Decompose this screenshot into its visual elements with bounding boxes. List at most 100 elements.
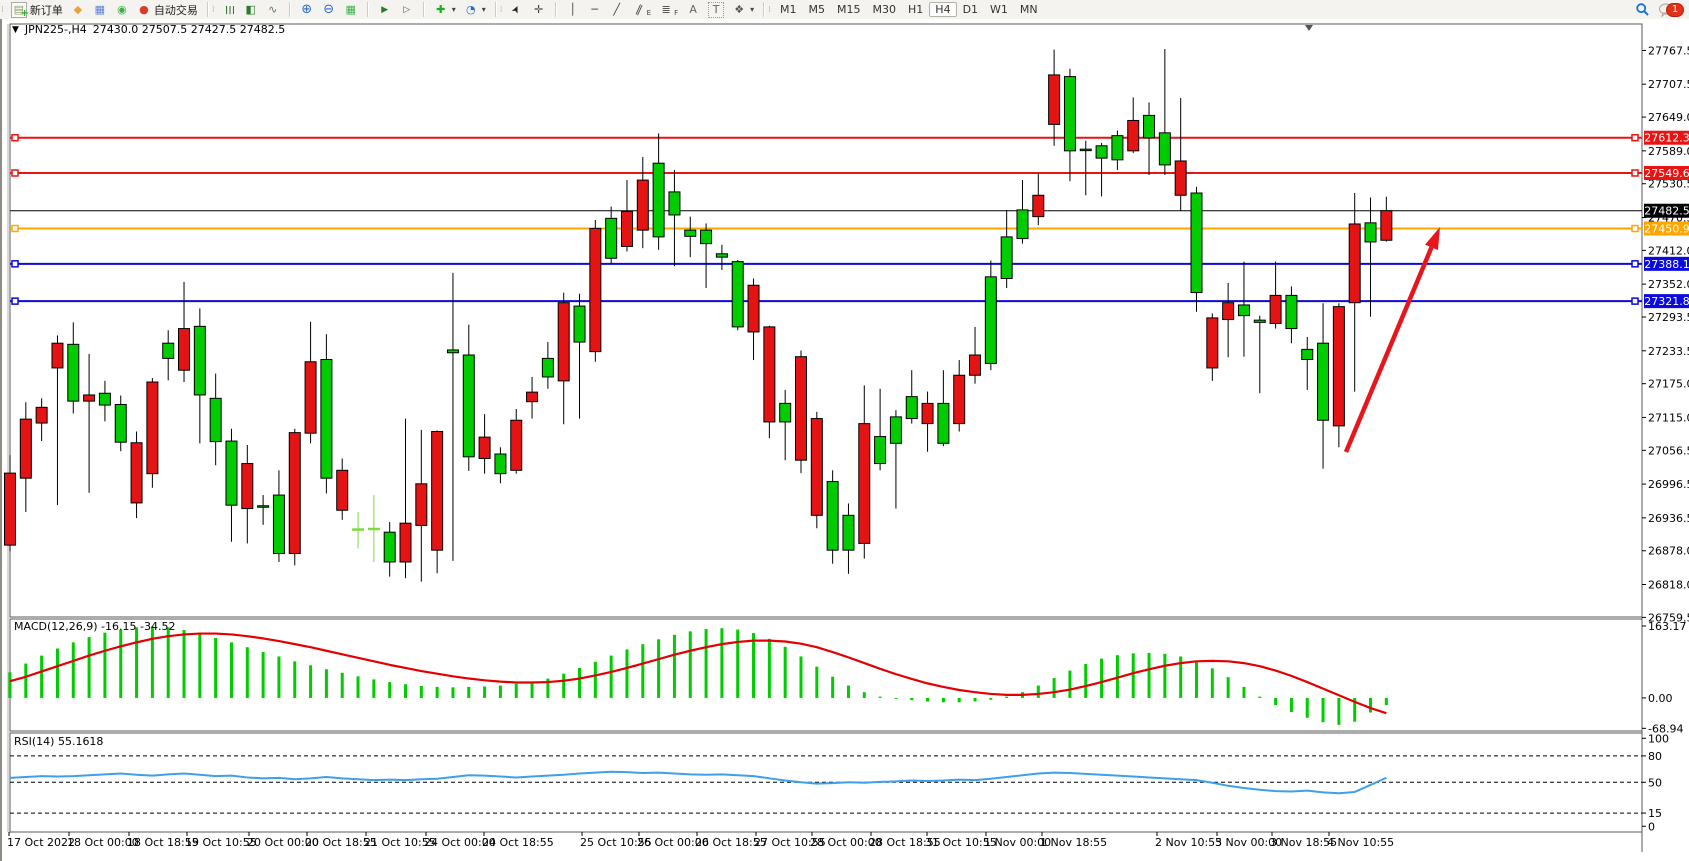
svg-text:100: 100 [1648, 732, 1669, 745]
svg-text:1 Nov 00:00: 1 Nov 00:00 [984, 836, 1051, 849]
zoom-in-button[interactable]: ⊕ [296, 2, 318, 18]
channel-button[interactable]: ∥ E [628, 2, 655, 18]
main-toolbar: ⁞ ▤ + 新订单 ◆ ▦ ◉ ● 自动交易 ⁞ ☰ ◧ ∿ ⊕ ⊖ ▦ ▶ ▷ … [0, 0, 1689, 20]
zoom-out-icon: ⊖ [323, 1, 335, 17]
tab-timeframe-d1[interactable]: D1 [962, 3, 979, 16]
svg-text:27115.0: 27115.0 [1648, 411, 1689, 424]
svg-text:1 Nov 18:55: 1 Nov 18:55 [1040, 836, 1107, 849]
tab-timeframe-m15[interactable]: M15 [837, 3, 861, 16]
indicators-button[interactable]: ✚ ▾ [430, 2, 460, 18]
toolbar-separator [554, 2, 557, 17]
bar-chart-button[interactable]: ☰ [218, 2, 240, 18]
autotrading-button[interactable]: ● 自动交易 [133, 1, 202, 19]
svg-text:27 Oct 10:55: 27 Oct 10:55 [754, 836, 826, 849]
svg-text:27767.5: 27767.5 [1648, 44, 1689, 57]
chart-title: ▼ JPN225-,H4 27430.0 27507.5 27427.5 274… [12, 23, 285, 36]
fibonacci-button[interactable]: ≣ F [655, 2, 682, 18]
cursor-icon: ➤ [509, 3, 523, 16]
fibonacci-icon: ≣ [661, 2, 671, 16]
svg-text:27549.6: 27549.6 [1644, 167, 1689, 180]
chart-shift-button[interactable]: ▷ [396, 2, 418, 18]
chart-window[interactable]: ▼ JPN225-,H4 27430.0 27507.5 27427.5 274… [0, 19, 1689, 861]
svg-text:24 Oct 00:00: 24 Oct 00:00 [424, 836, 496, 849]
toolbar-grip: ⁞ [768, 4, 771, 15]
svg-text:27450.9: 27450.9 [1644, 223, 1689, 236]
svg-text:19 Oct 10:55: 19 Oct 10:55 [185, 836, 257, 849]
svg-text:26936.5: 26936.5 [1648, 512, 1689, 525]
chart-shift-icon: ▷ [403, 4, 411, 15]
svg-text:27321.8: 27321.8 [1644, 295, 1689, 308]
channel-icon: ∥ [633, 1, 645, 17]
toolbar-separator [494, 2, 497, 17]
svg-text:26996.5: 26996.5 [1648, 478, 1689, 491]
svg-text:27530.5: 27530.5 [1648, 178, 1689, 191]
line-chart-button[interactable]: ∿ [262, 2, 284, 18]
signals-icon: ◉ [117, 2, 127, 16]
tile-windows-button[interactable]: ▦ [340, 2, 362, 18]
tab-timeframe-w1[interactable]: W1 [990, 3, 1008, 16]
svg-text:26759.5: 26759.5 [1648, 611, 1689, 624]
trendline-button[interactable]: ╱ [606, 2, 628, 18]
shapes-icon: ❖ [734, 2, 745, 16]
svg-text:163.17: 163.17 [1648, 620, 1687, 633]
text-label-button[interactable]: T [704, 1, 728, 19]
autotrading-label: 自动交易 [153, 3, 198, 17]
tab-timeframe-mn[interactable]: MN [1019, 3, 1038, 16]
trendline-icon: ╱ [613, 2, 620, 16]
dropdown-arrow-icon: ▾ [481, 5, 486, 14]
chart-collapse-icon[interactable]: ▼ [12, 24, 19, 35]
svg-text:2 Nov 10:55: 2 Nov 10:55 [1155, 836, 1222, 849]
signals-button[interactable]: ◉ [111, 2, 133, 18]
svg-text:27352.0: 27352.0 [1648, 278, 1689, 291]
new-order-label: 新订单 [29, 3, 63, 17]
search-icon [1636, 3, 1649, 16]
svg-text:26 Oct 18:55: 26 Oct 18:55 [695, 836, 767, 849]
cursor-button[interactable]: ➤ [506, 2, 528, 18]
tab-timeframe-h4[interactable]: H4 [929, 2, 957, 17]
svg-text:27589.0: 27589.0 [1648, 145, 1689, 158]
toolbar-grip: ⁞ [211, 4, 215, 15]
new-order-icon: ▤ + [10, 1, 29, 19]
editor-button[interactable]: ▦ [89, 2, 111, 18]
search-button[interactable] [1631, 1, 1654, 18]
tab-timeframe-m30[interactable]: M30 [872, 3, 897, 16]
candlestick-icon: ◧ [245, 2, 256, 16]
autotrading-icon: ● [139, 2, 149, 16]
auto-scroll-icon: ▶ [381, 4, 389, 15]
fibonacci-subscript: F [674, 8, 679, 17]
tab-timeframe-m5[interactable]: M5 [808, 3, 826, 16]
styler-icon: ◆ [73, 2, 83, 16]
price-chart-canvas[interactable]: 27767.527707.527649.027589.027530.527470… [2, 19, 1689, 861]
line-chart-icon: ∿ [268, 2, 278, 16]
candlestick-button[interactable]: ◧ [240, 2, 262, 18]
dropdown-arrow-icon: ▾ [750, 5, 755, 14]
svg-text:25 Oct 10:55: 25 Oct 10:55 [580, 836, 652, 849]
vertical-line-button[interactable]: │ [562, 2, 584, 18]
svg-text:21 Oct 10:55: 21 Oct 10:55 [364, 836, 436, 849]
svg-text:18 Oct 00:00: 18 Oct 00:00 [67, 836, 139, 849]
notifications-button[interactable]: 1 [1654, 2, 1686, 18]
svg-text:27233.5: 27233.5 [1648, 345, 1689, 358]
crosshair-button[interactable]: ✛ [528, 2, 550, 18]
zoom-out-button[interactable]: ⊖ [318, 2, 340, 18]
periods-button[interactable]: ◔ ▾ [460, 2, 490, 18]
horizontal-line-icon: ─ [591, 2, 598, 16]
svg-text:50: 50 [1648, 776, 1662, 789]
toolbar-separator [206, 2, 209, 17]
svg-text:20 Oct 00:00: 20 Oct 00:00 [247, 836, 319, 849]
horizontal-line-button[interactable]: ─ [584, 2, 606, 18]
toolbar-separator [422, 2, 425, 17]
shapes-button[interactable]: ❖ ▾ [728, 2, 758, 18]
styler-button[interactable]: ◆ [67, 2, 89, 18]
tab-timeframe-h1[interactable]: H1 [908, 3, 924, 16]
svg-text:15: 15 [1648, 807, 1662, 820]
auto-scroll-button[interactable]: ▶ [374, 2, 396, 18]
text-button[interactable]: A [682, 2, 704, 18]
toolbar-grip: ⁞ [1, 4, 4, 15]
tab-timeframe-m1[interactable]: M1 [780, 3, 797, 16]
notification-badge: 1 [1666, 2, 1684, 17]
tile-windows-icon: ▦ [345, 2, 356, 16]
new-order-button[interactable]: ▤ + 新订单 [7, 1, 67, 19]
svg-text:3 Nov 18:55: 3 Nov 18:55 [1270, 836, 1337, 849]
svg-text:27056.5: 27056.5 [1648, 444, 1689, 457]
